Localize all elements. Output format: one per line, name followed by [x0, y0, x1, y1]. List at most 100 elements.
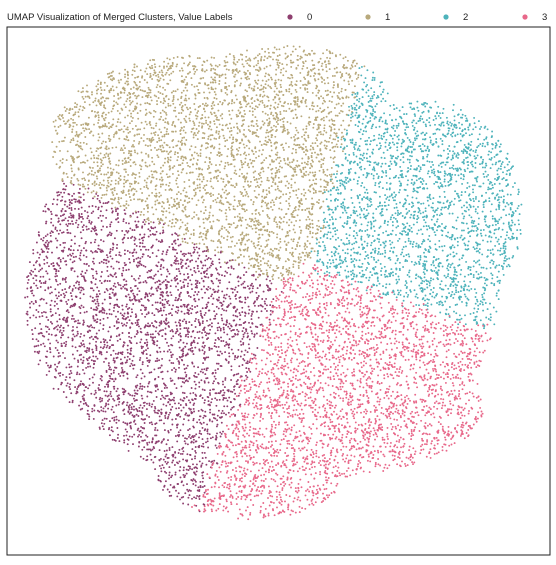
scatter-point	[333, 128, 336, 131]
scatter-point	[277, 276, 280, 279]
scatter-point	[201, 201, 204, 204]
scatter-point	[194, 450, 197, 452]
scatter-point	[182, 347, 185, 350]
scatter-point	[221, 225, 224, 228]
scatter-point	[248, 166, 250, 169]
scatter-point	[201, 331, 203, 334]
scatter-point	[288, 77, 291, 80]
scatter-point	[111, 248, 114, 251]
scatter-point	[265, 157, 268, 159]
scatter-point	[93, 229, 96, 232]
scatter-point	[200, 312, 202, 315]
scatter-point	[288, 84, 291, 87]
scatter-point	[228, 343, 231, 346]
scatter-point	[197, 106, 200, 108]
scatter-point	[189, 307, 192, 310]
scatter-point	[187, 435, 190, 438]
scatter-point	[259, 171, 262, 174]
scatter-point	[133, 239, 136, 242]
scatter-point	[120, 190, 123, 193]
scatter-point	[234, 169, 237, 172]
scatter-point	[205, 307, 208, 309]
scatter-point	[117, 198, 120, 201]
scatter-point	[176, 152, 179, 154]
scatter-point	[286, 158, 289, 161]
scatter-point	[76, 349, 79, 352]
scatter-point	[174, 418, 177, 420]
scatter-point	[213, 413, 216, 416]
scatter-point	[134, 298, 137, 301]
scatter-point	[182, 406, 185, 409]
scatter-point	[229, 273, 232, 276]
scatter-point	[354, 65, 357, 67]
scatter-point	[132, 367, 135, 370]
scatter-point	[306, 160, 309, 163]
scatter-point	[142, 304, 145, 307]
scatter-point	[107, 428, 110, 431]
scatter-point	[177, 376, 180, 379]
scatter-point	[198, 254, 201, 257]
scatter-point	[217, 392, 220, 395]
scatter-point	[184, 442, 187, 445]
scatter-point	[55, 269, 58, 271]
scatter-point	[37, 340, 40, 343]
scatter-point	[240, 375, 243, 378]
scatter-point	[141, 242, 144, 245]
scatter-point	[226, 238, 229, 241]
scatter-point	[288, 229, 291, 232]
scatter-point	[246, 62, 249, 65]
scatter-point	[158, 415, 161, 418]
scatter-point	[218, 82, 221, 85]
scatter-point	[276, 236, 278, 239]
scatter-point	[173, 383, 176, 385]
scatter-point	[116, 212, 119, 215]
scatter-point	[71, 289, 74, 292]
scatter-point	[61, 231, 63, 234]
scatter-point	[197, 291, 200, 293]
scatter-point	[184, 492, 187, 495]
scatter-point	[140, 377, 143, 380]
scatter-point	[96, 298, 99, 301]
scatter-point	[138, 171, 141, 174]
scatter-point	[252, 203, 255, 206]
scatter-point	[193, 471, 196, 474]
scatter-point	[134, 279, 137, 282]
scatter-point	[176, 282, 179, 285]
scatter-point	[93, 262, 95, 265]
scatter-point	[314, 189, 317, 192]
scatter-point	[130, 275, 133, 278]
scatter-point	[148, 415, 151, 418]
scatter-point	[32, 302, 35, 305]
scatter-point	[276, 233, 279, 236]
scatter-point	[223, 191, 226, 194]
scatter-point	[93, 404, 96, 407]
scatter-point	[31, 338, 34, 341]
scatter-point	[83, 372, 86, 375]
scatter-point	[162, 382, 165, 385]
scatter-point	[68, 193, 71, 196]
scatter-point	[204, 189, 207, 191]
scatter-point	[138, 262, 141, 265]
scatter-point	[246, 103, 249, 106]
scatter-point	[215, 313, 218, 316]
scatter-point	[87, 362, 90, 365]
scatter-point	[80, 358, 82, 361]
scatter-point	[175, 233, 178, 236]
scatter-point	[264, 302, 267, 305]
scatter-point	[201, 368, 203, 371]
scatter-point	[267, 99, 270, 102]
scatter-point	[100, 205, 103, 208]
scatter-point	[41, 315, 44, 318]
scatter-point	[206, 430, 209, 433]
scatter-point	[179, 476, 182, 479]
scatter-point	[78, 281, 80, 284]
scatter-point	[206, 432, 209, 435]
scatter-point	[273, 247, 276, 250]
scatter-point	[204, 331, 207, 334]
scatter-point	[106, 280, 109, 282]
scatter-point	[152, 461, 155, 464]
scatter-point	[73, 198, 76, 201]
scatter-point	[206, 123, 209, 126]
scatter-point	[270, 149, 273, 152]
scatter-point	[82, 339, 84, 342]
